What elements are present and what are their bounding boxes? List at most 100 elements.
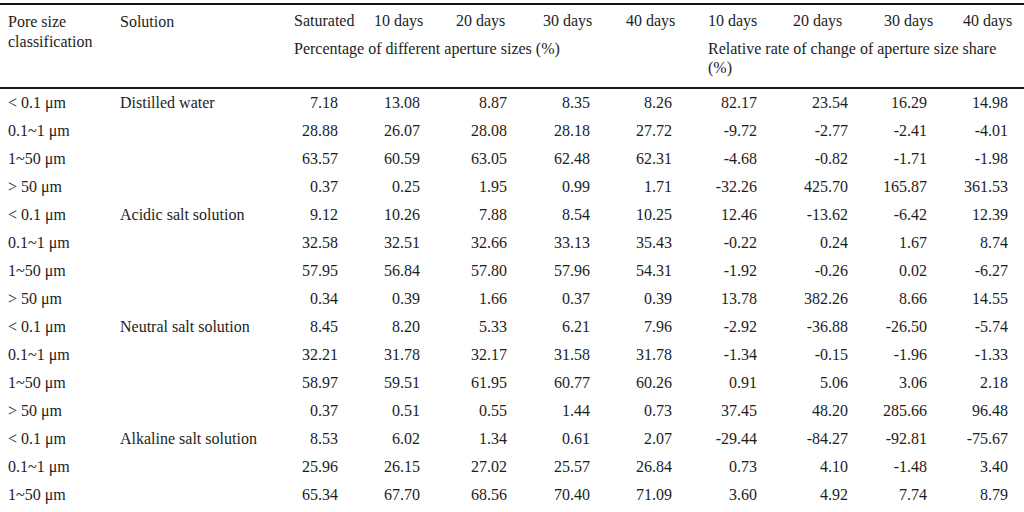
cell-value: 82.17 xyxy=(688,88,773,117)
cell-value: 3.40 xyxy=(943,453,1024,481)
cell-value: 14.55 xyxy=(943,285,1024,313)
cell-pore-size: 1~50 μm xyxy=(0,257,108,285)
cell-value: 68.56 xyxy=(436,481,523,509)
col-header-40-days-rel: 40 days xyxy=(943,4,1024,38)
cell-value: 3.60 xyxy=(688,481,773,509)
aperture-size-table: Pore size classification Solution Satura… xyxy=(0,3,1024,512)
cell-value: 8.53 xyxy=(254,425,354,453)
cell-pore-size: 0.1~1 μm xyxy=(0,117,108,145)
group-header-relative-rate: Relative rate of change of aperture size… xyxy=(688,38,1024,88)
cell-value: 0.37 xyxy=(254,397,354,425)
cell-solution xyxy=(108,257,254,285)
cell-pore-size: > 50 μm xyxy=(0,285,108,313)
cell-value: 1.71 xyxy=(606,173,688,201)
cell-value: -36.88 xyxy=(773,313,864,341)
cell-value: 25.57 xyxy=(523,453,606,481)
cell-value: -84.27 xyxy=(773,425,864,453)
cell-value: 25.96 xyxy=(254,453,354,481)
cell-solution: Neutral salt solution xyxy=(108,313,254,341)
cell-value: 10.25 xyxy=(606,201,688,229)
table-row: < 0.1 μm Neutral salt solution 8.45 8.20… xyxy=(0,313,1024,341)
cell-solution: Acidic salt solution xyxy=(108,201,254,229)
table-row: 1~50 μm 58.97 59.51 61.95 60.77 60.26 0.… xyxy=(0,369,1024,397)
cell-value: 8.66 xyxy=(864,285,943,313)
cell-value: 33.13 xyxy=(523,229,606,257)
cell-value: 23.54 xyxy=(773,88,864,117)
cell-pore-size: 1~50 μm xyxy=(0,145,108,173)
table-row: 0.1~1 μm 32.58 32.51 32.66 33.13 35.43 -… xyxy=(0,229,1024,257)
cell-value: 4.10 xyxy=(773,453,864,481)
cell-solution xyxy=(108,397,254,425)
cell-value: 60.26 xyxy=(606,369,688,397)
cell-value: 32.66 xyxy=(436,229,523,257)
cell-value: 96.48 xyxy=(943,397,1024,425)
col-header-10-days-rel: 10 days xyxy=(688,4,773,38)
table-row: 1~50 μm 57.95 56.84 57.80 57.96 54.31 -1… xyxy=(0,257,1024,285)
cell-pore-size: 1~50 μm xyxy=(0,481,108,509)
cell-value: -9.72 xyxy=(688,117,773,145)
group-header-relative-rate-label: Relative rate of change of aperture size… xyxy=(708,39,998,77)
cell-value: -6.27 xyxy=(943,257,1024,285)
cell-value: 8.26 xyxy=(606,88,688,117)
cell-value: 13.78 xyxy=(688,285,773,313)
cell-value: 1.66 xyxy=(436,285,523,313)
cell-value: 8.20 xyxy=(354,313,436,341)
cell-value: 1.95 xyxy=(436,173,523,201)
cell-value: -1.71 xyxy=(864,145,943,173)
cell-value: 57.96 xyxy=(523,257,606,285)
cell-value: 5.33 xyxy=(436,313,523,341)
cell-value: 61.95 xyxy=(436,369,523,397)
cell-value: 0.61 xyxy=(523,425,606,453)
cell-value: 361.53 xyxy=(943,173,1024,201)
cell-pore-size: < 0.1 μm xyxy=(0,313,108,341)
cell-value: 285.66 xyxy=(864,397,943,425)
cell-value: 70.40 xyxy=(523,481,606,509)
cell-value: 12.39 xyxy=(943,201,1024,229)
cell-value: -5.74 xyxy=(943,313,1024,341)
cell-value: 8.35 xyxy=(523,88,606,117)
cell-value: 2.07 xyxy=(606,425,688,453)
cell-value: 382.26 xyxy=(773,285,864,313)
cell-value: -1.33 xyxy=(943,341,1024,369)
cell-value: 28.18 xyxy=(523,117,606,145)
cell-value: 0.34 xyxy=(254,285,354,313)
col-header-saturated: Saturated xyxy=(254,4,354,38)
cell-solution xyxy=(108,453,254,481)
cell-value: -0.22 xyxy=(688,229,773,257)
table-row: > 50 μm 0.37 0.51 0.55 1.44 0.73 37.45 4… xyxy=(0,397,1024,425)
col-header-10-days-pct: 10 days xyxy=(354,4,436,38)
cell-value: 7.88 xyxy=(436,201,523,229)
cell-value: -92.81 xyxy=(864,425,943,453)
cell-value: -2.92 xyxy=(688,313,773,341)
table-row: < 0.1 μm Alkaline salt solution 8.53 6.0… xyxy=(0,425,1024,453)
cell-value: 32.58 xyxy=(254,229,354,257)
cell-pore-size: < 0.1 μm xyxy=(0,88,108,117)
cell-value: 31.58 xyxy=(523,341,606,369)
cell-value: -0.26 xyxy=(773,257,864,285)
cell-pore-size: 0.1~1 μm xyxy=(0,341,108,369)
cell-value: 32.17 xyxy=(436,341,523,369)
cell-value: 8.87 xyxy=(436,88,523,117)
cell-value: -26.50 xyxy=(864,313,943,341)
cell-value: 60.77 xyxy=(523,369,606,397)
cell-value: 9.12 xyxy=(254,201,354,229)
cell-solution xyxy=(108,173,254,201)
col-header-20-days-pct: 20 days xyxy=(436,4,523,38)
cell-value: 7.18 xyxy=(254,88,354,117)
cell-value: -6.42 xyxy=(864,201,943,229)
cell-value: 26.84 xyxy=(606,453,688,481)
cell-solution xyxy=(108,285,254,313)
cell-value: -4.01 xyxy=(943,117,1024,145)
cell-value: 12.46 xyxy=(688,201,773,229)
table-row: < 0.1 μm Acidic salt solution 9.12 10.26… xyxy=(0,201,1024,229)
cell-value: 57.95 xyxy=(254,257,354,285)
cell-value: -1.98 xyxy=(943,145,1024,173)
cell-value: 8.74 xyxy=(943,229,1024,257)
cell-value: -4.68 xyxy=(688,145,773,173)
col-header-30-days-pct: 30 days xyxy=(523,4,606,38)
cell-value: 28.88 xyxy=(254,117,354,145)
cell-value: 54.31 xyxy=(606,257,688,285)
cell-value: 0.51 xyxy=(354,397,436,425)
cell-value: 58.97 xyxy=(254,369,354,397)
cell-value: 57.80 xyxy=(436,257,523,285)
